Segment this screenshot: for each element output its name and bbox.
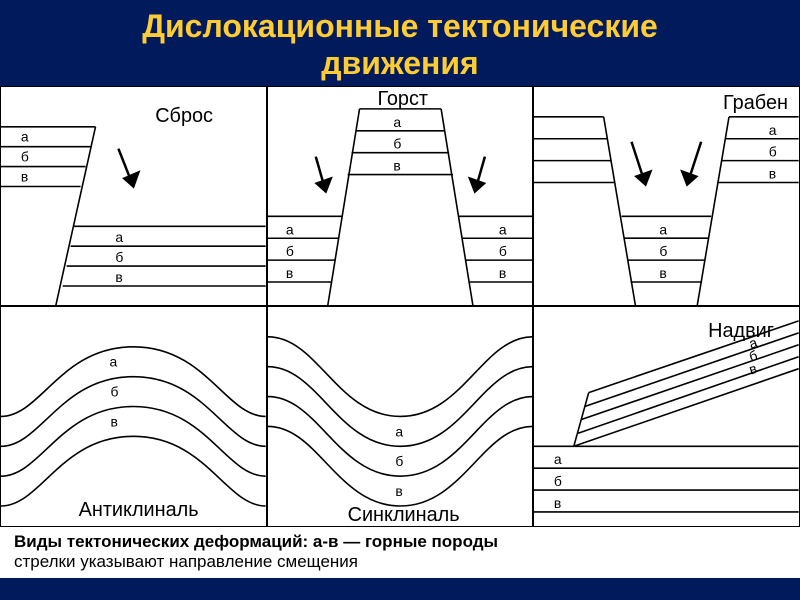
layer-b-r: б bbox=[498, 243, 506, 259]
panel-nadvig: Надвиг а б в а б в bbox=[533, 306, 800, 527]
panel-label: Надвиг bbox=[708, 320, 774, 342]
layer-b-2: б bbox=[554, 474, 562, 490]
layer-b: б bbox=[393, 135, 401, 151]
layer-a-2: а bbox=[115, 229, 123, 245]
layer-v: в bbox=[769, 165, 776, 181]
layer-v: в bbox=[395, 484, 402, 500]
layer-a-2: а bbox=[554, 452, 562, 468]
layer-v: в bbox=[393, 157, 400, 173]
slide-title: Дислокационные тектонические движения bbox=[0, 0, 800, 86]
title-line-1: Дислокационные тектонические bbox=[142, 8, 658, 44]
layer-v-c: в bbox=[660, 265, 667, 281]
layer-b: б bbox=[395, 454, 403, 470]
layer-v-2: в bbox=[115, 269, 122, 285]
panel-gorst: Горст а б в а б в а б в bbox=[267, 86, 534, 307]
layer-b: б bbox=[21, 148, 29, 164]
layer-a-r: а bbox=[498, 221, 506, 237]
layer-v-l: в bbox=[286, 265, 293, 281]
layer-a: а bbox=[395, 424, 403, 440]
layer-a: а bbox=[393, 113, 401, 129]
layer-b: б bbox=[769, 143, 777, 159]
layer-b-2: б bbox=[115, 249, 123, 265]
layer-a: а bbox=[21, 128, 29, 144]
panel-label: Грабен bbox=[723, 91, 788, 113]
panel-label: Антиклиналь bbox=[79, 499, 199, 521]
panel-graben: Грабен а б в а б в bbox=[533, 86, 800, 307]
layer-b-l: б bbox=[286, 243, 294, 259]
caption: Виды тектонических деформаций: а-в — гор… bbox=[0, 526, 800, 579]
layer-a: а bbox=[769, 121, 777, 137]
layer-a-c: а bbox=[660, 221, 668, 237]
layer-v: в bbox=[21, 168, 28, 184]
panel-sinklinal: Синклиналь а б в bbox=[267, 306, 534, 527]
layer-a-l: а bbox=[286, 221, 294, 237]
layer-b: б bbox=[110, 384, 118, 400]
title-line-2: движения bbox=[321, 45, 478, 81]
layer-v-r: в bbox=[498, 265, 505, 281]
layer-v: в bbox=[110, 414, 117, 430]
panel-label: Горст bbox=[377, 88, 428, 110]
diagram-grid: Сброс а б в а б в Горст а б в а б в а б bbox=[0, 86, 800, 526]
panel-sbros: Сброс а б в а б в bbox=[0, 86, 267, 307]
layer-b-c: б bbox=[660, 243, 668, 259]
layer-a: а bbox=[109, 354, 117, 370]
panel-antiklinal: Антиклиналь а б в bbox=[0, 306, 267, 527]
caption-rest: стрелки указывают направление смещения bbox=[14, 552, 358, 571]
panel-label: Сброс bbox=[155, 104, 213, 126]
layer-v-2: в bbox=[554, 495, 561, 511]
caption-bold: Виды тектонических деформаций: а-в — гор… bbox=[14, 532, 498, 551]
panel-label: Синклиналь bbox=[347, 504, 459, 526]
